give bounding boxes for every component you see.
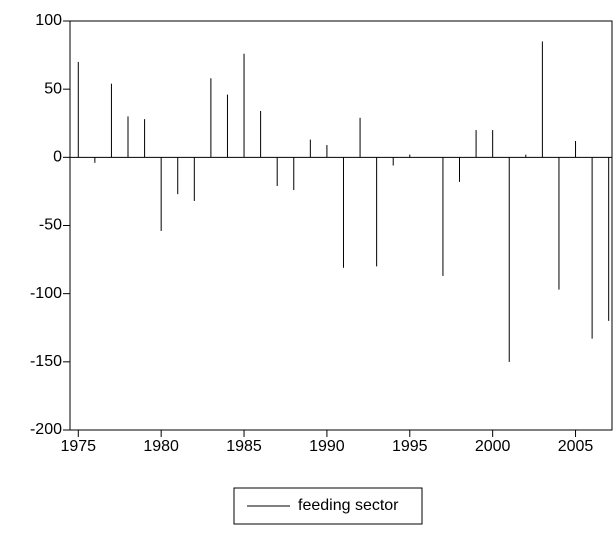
y-tick-label: -50 <box>39 217 62 234</box>
x-tick-label: 1990 <box>309 438 345 455</box>
x-tick-label: 1980 <box>143 438 179 455</box>
y-tick-label: -100 <box>30 285 62 302</box>
y-tick-label: 0 <box>53 149 62 166</box>
x-tick-label: 2000 <box>475 438 511 455</box>
y-tick-label: 50 <box>44 80 62 97</box>
y-tick-label: -200 <box>30 421 62 438</box>
x-tick-label: 1985 <box>226 438 262 455</box>
x-tick-label: 2005 <box>558 438 594 455</box>
legend-label: feeding sector <box>298 497 399 514</box>
y-tick-label: -150 <box>30 353 62 370</box>
x-tick-label: 1975 <box>60 438 96 455</box>
x-tick-label: 1995 <box>392 438 428 455</box>
y-tick-label: 100 <box>35 12 62 29</box>
